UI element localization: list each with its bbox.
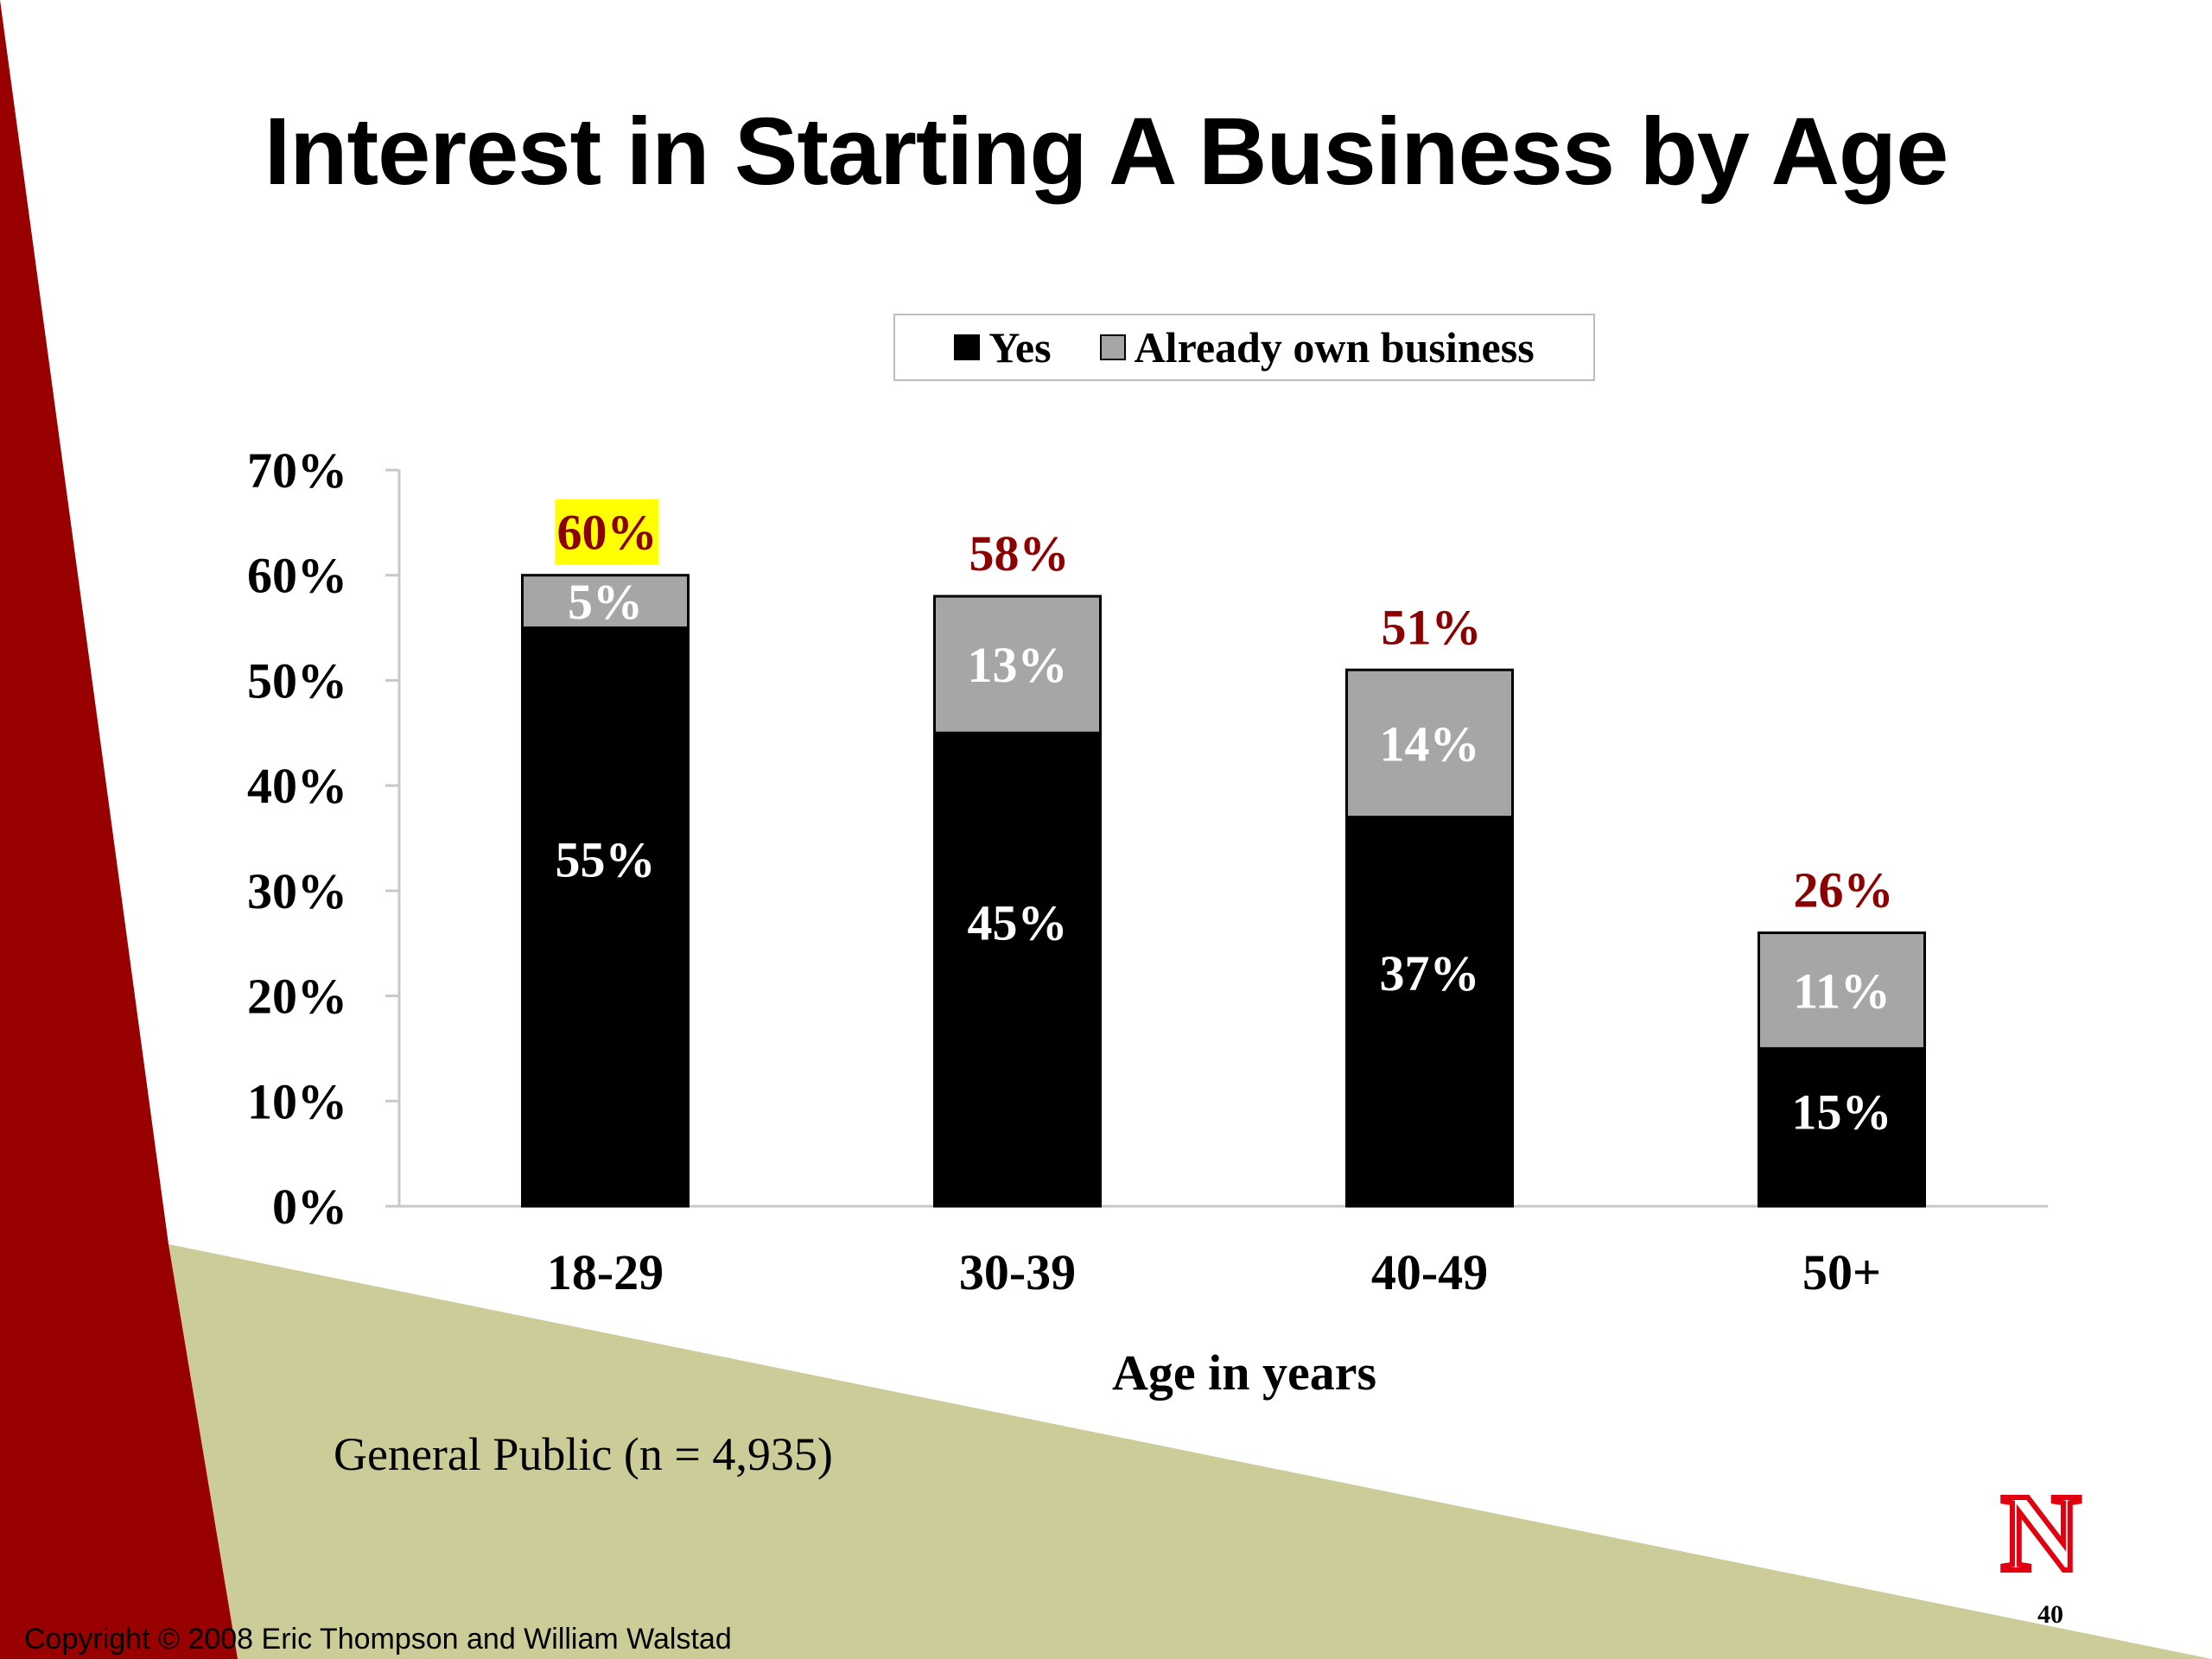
copyright-notice: Copyright © 2008 Eric Thompson and Willi… bbox=[24, 1623, 732, 1656]
tan-band bbox=[168, 1244, 2212, 1659]
x-category-label: 40-49 bbox=[1371, 1244, 1488, 1300]
page-number: 40 bbox=[2037, 1600, 2063, 1629]
x-category-label: 50+ bbox=[1802, 1244, 1881, 1300]
bar-already-own-40-49 bbox=[1345, 668, 1514, 819]
chart-legend: Yes Already own business bbox=[893, 314, 1595, 381]
red-band bbox=[0, 0, 238, 1659]
legend-swatch-yes bbox=[954, 334, 981, 360]
y-tick-label: 10% bbox=[247, 1073, 347, 1129]
bar-already-own-18-29 bbox=[521, 574, 690, 630]
total-label-50+: 26% bbox=[1794, 862, 1894, 918]
data-label-already-own-40-49: 14% bbox=[1380, 715, 1480, 772]
total-label-40-49: 51% bbox=[1382, 599, 1482, 655]
legend-item-yes: Yes bbox=[954, 322, 1052, 372]
bar-yes-18-29 bbox=[521, 626, 690, 1208]
total-label-30-39: 58% bbox=[969, 525, 1070, 582]
y-tick-label: 60% bbox=[247, 548, 347, 604]
slide-title: Interest in Starting A Business by Age bbox=[264, 99, 1949, 205]
bar-yes-30-39 bbox=[933, 731, 1102, 1208]
bar-yes-40-49 bbox=[1345, 816, 1514, 1208]
y-tick-label: 0% bbox=[272, 1179, 347, 1235]
data-label-yes-50+: 15% bbox=[1792, 1084, 1892, 1140]
x-axis-title: Age in years bbox=[1112, 1344, 1376, 1401]
data-label-already-own-30-39: 13% bbox=[968, 637, 1068, 693]
sample-footnote: General Public (n = 4,935) bbox=[334, 1428, 833, 1480]
data-label-yes-18-29: 55% bbox=[556, 831, 656, 887]
data-label-yes-30-39: 45% bbox=[968, 894, 1068, 950]
legend-item-already-own: Already own business bbox=[1099, 322, 1535, 372]
y-tick-label: 20% bbox=[247, 969, 347, 1025]
x-category-label: 30-39 bbox=[959, 1244, 1076, 1300]
y-tick-label: 50% bbox=[247, 652, 347, 709]
bar-already-own-30-39 bbox=[933, 594, 1102, 734]
total-highlight bbox=[555, 499, 659, 565]
x-category-label: 18-29 bbox=[547, 1244, 664, 1300]
data-label-already-own-18-29: 5% bbox=[568, 574, 643, 630]
total-label-18-29: 60% bbox=[557, 505, 658, 561]
legend-label-already-own: Already own business bbox=[1134, 323, 1535, 372]
y-tick-label: 70% bbox=[247, 442, 347, 499]
data-label-yes-40-49: 37% bbox=[1380, 945, 1480, 1001]
y-tick-label: 30% bbox=[247, 863, 347, 919]
data-label-already-own-50+: 11% bbox=[1793, 963, 1891, 1019]
bar-already-own-50+ bbox=[1758, 931, 1926, 1050]
y-tick-label: 40% bbox=[247, 758, 347, 814]
bar-yes-50+ bbox=[1758, 1046, 1926, 1208]
legend-swatch-already-own bbox=[1099, 334, 1126, 360]
legend-label-yes: Yes bbox=[988, 323, 1052, 372]
university-logo: N bbox=[1999, 1471, 2083, 1594]
